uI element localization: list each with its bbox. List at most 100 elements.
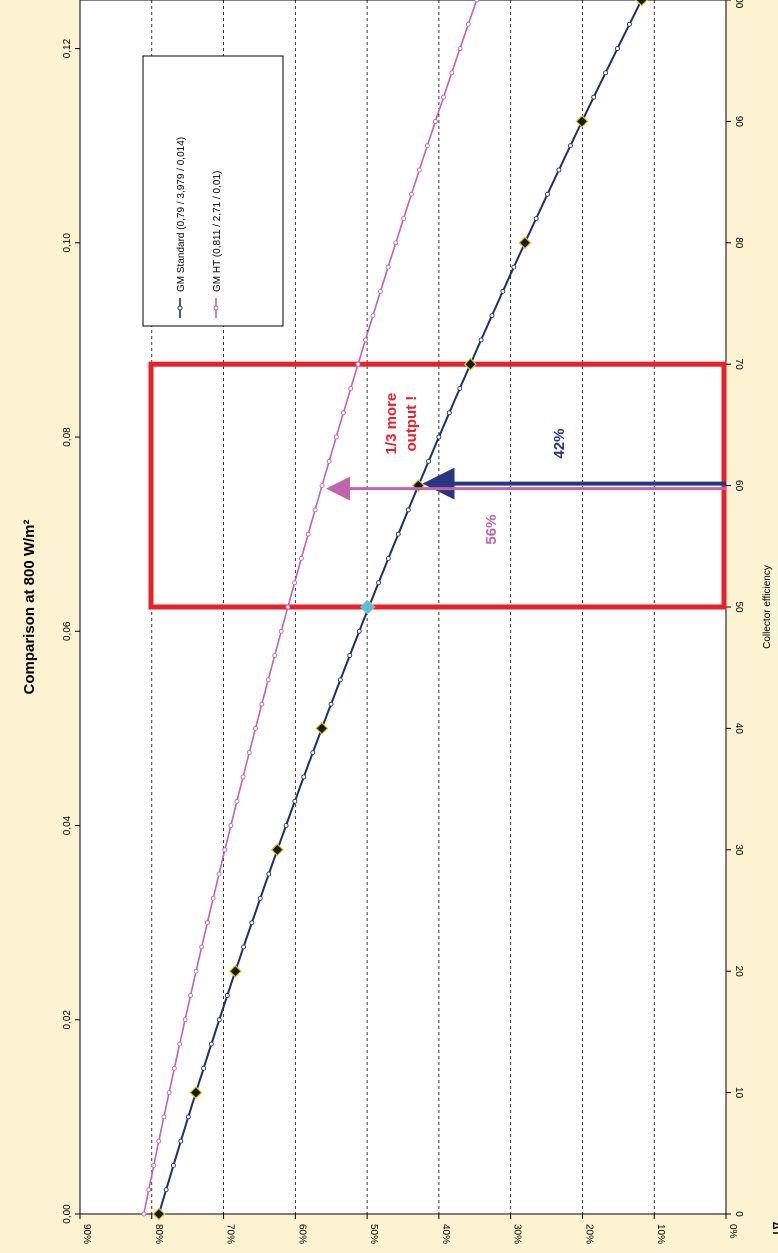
annotation-more-output-line1: 1/3 more (383, 393, 400, 455)
x2-tick-label: 0,04 (62, 815, 73, 835)
series-marker-gm-standard (315, 721, 329, 735)
highlight-point (360, 599, 375, 615)
series-marker-gm-standard (463, 357, 477, 371)
series-point (204, 920, 210, 926)
series-point (216, 871, 222, 877)
series-point (363, 337, 368, 343)
series-point (408, 191, 414, 197)
series-point (348, 386, 354, 391)
series-point (376, 580, 382, 586)
series-point (141, 1211, 147, 1217)
series-point (310, 750, 316, 756)
series-point (347, 653, 353, 659)
x-tick-label: 60 (733, 480, 744, 492)
series-point (177, 1041, 183, 1047)
legend-marker-gm-standard (177, 305, 183, 311)
series-point (199, 944, 205, 950)
legend-marker-gm-ht (213, 305, 219, 311)
chart-title: Comparison at 800 W/m² (21, 519, 38, 694)
series-point (603, 70, 608, 76)
series-point (216, 1017, 222, 1023)
series-point (283, 823, 289, 828)
series-point (292, 580, 298, 586)
series-point (489, 313, 495, 319)
series-point (201, 1065, 207, 1071)
y-tick-label: 80% (153, 1224, 164, 1244)
annotation-42-percent: 42% (551, 429, 568, 459)
series-point (556, 167, 562, 173)
series-point (292, 798, 298, 804)
series-point (393, 240, 399, 246)
series-point (533, 216, 539, 221)
y-tick-label: 60% (296, 1224, 307, 1244)
x-tick-label: 50 (733, 601, 744, 613)
series-point (253, 725, 258, 731)
series-point (395, 531, 401, 537)
series-point (228, 823, 234, 828)
series-point (405, 507, 411, 513)
series-marker-gm-standard (228, 964, 242, 978)
legend-box (142, 55, 284, 327)
series-point (401, 216, 407, 221)
series-point (246, 750, 252, 756)
series-point (257, 895, 263, 901)
series-point (182, 1017, 188, 1023)
y-tick-label: 0% (727, 1224, 738, 1239)
series-point (465, 21, 471, 27)
series-point (326, 458, 332, 464)
annotations: 42% 56% 1/3 more output ! (326, 393, 726, 615)
series-point (500, 288, 506, 294)
x2-tick-label: 0,02 (62, 1010, 73, 1030)
series-point (385, 555, 391, 561)
x-tick-label: 100 (733, 0, 744, 9)
series-point (378, 288, 383, 294)
series-point (356, 628, 362, 634)
series-point (208, 1041, 214, 1047)
series-point (224, 993, 230, 998)
series-point (426, 458, 432, 464)
series-point (328, 701, 334, 707)
series-point (436, 434, 442, 440)
series-point (474, 0, 480, 3)
annotation-more-output-line2: output ! (403, 396, 420, 452)
series-point (591, 94, 597, 100)
y-tick-label: 20% (583, 1224, 594, 1244)
x-tick-label: 20 (733, 966, 744, 978)
x-axis-title: ΔT (770, 1222, 778, 1237)
legend-label-gm-standard: GM Standard (0,79 / 3,979 / 0,014) (176, 137, 187, 292)
x-tick-label: 90 (733, 116, 744, 128)
series-point (545, 191, 550, 197)
series-point (478, 337, 484, 343)
series-point (333, 434, 339, 440)
series-point (240, 774, 246, 780)
axes: 0% 10% 20% 30% 40% 50% 60% 70% 80% 90% 0 10 20 30 40 50… (62, 0, 744, 1244)
series-marker-gm-standard (635, 0, 649, 7)
series-point (146, 1187, 152, 1193)
series-point (272, 653, 278, 659)
series-point (234, 798, 240, 804)
series-point (627, 21, 632, 27)
series-point (151, 1162, 157, 1168)
x2-tick-label: 0,00 (62, 1204, 73, 1224)
y-tick-label: 90% (81, 1224, 92, 1244)
y-tick-label: 50% (368, 1224, 379, 1244)
y-tick-label: 70% (225, 1224, 236, 1244)
series-point (432, 118, 438, 124)
x-tick-label: 70 (733, 359, 744, 371)
series-point (156, 1138, 162, 1144)
annotation-56-percent: 56% (483, 515, 500, 545)
series-marker-gm-standard (152, 1207, 166, 1221)
legend-label-gm-ht: GM HT (0,811 / 2,71 / 0,01) (212, 171, 223, 292)
series-point (266, 871, 272, 877)
x-tick-label: 10 (733, 1087, 744, 1099)
series-point (161, 1114, 167, 1120)
series-point (385, 264, 391, 270)
x2-tick-label: 0,12 (62, 38, 73, 58)
series-point (446, 410, 452, 416)
y-tick-label: 10% (655, 1224, 666, 1244)
series-marker-gm-standard (575, 114, 589, 128)
series-point (449, 70, 455, 76)
series-point (337, 677, 343, 683)
series-marker-gm-standard (189, 1086, 203, 1100)
series-point (249, 920, 255, 926)
